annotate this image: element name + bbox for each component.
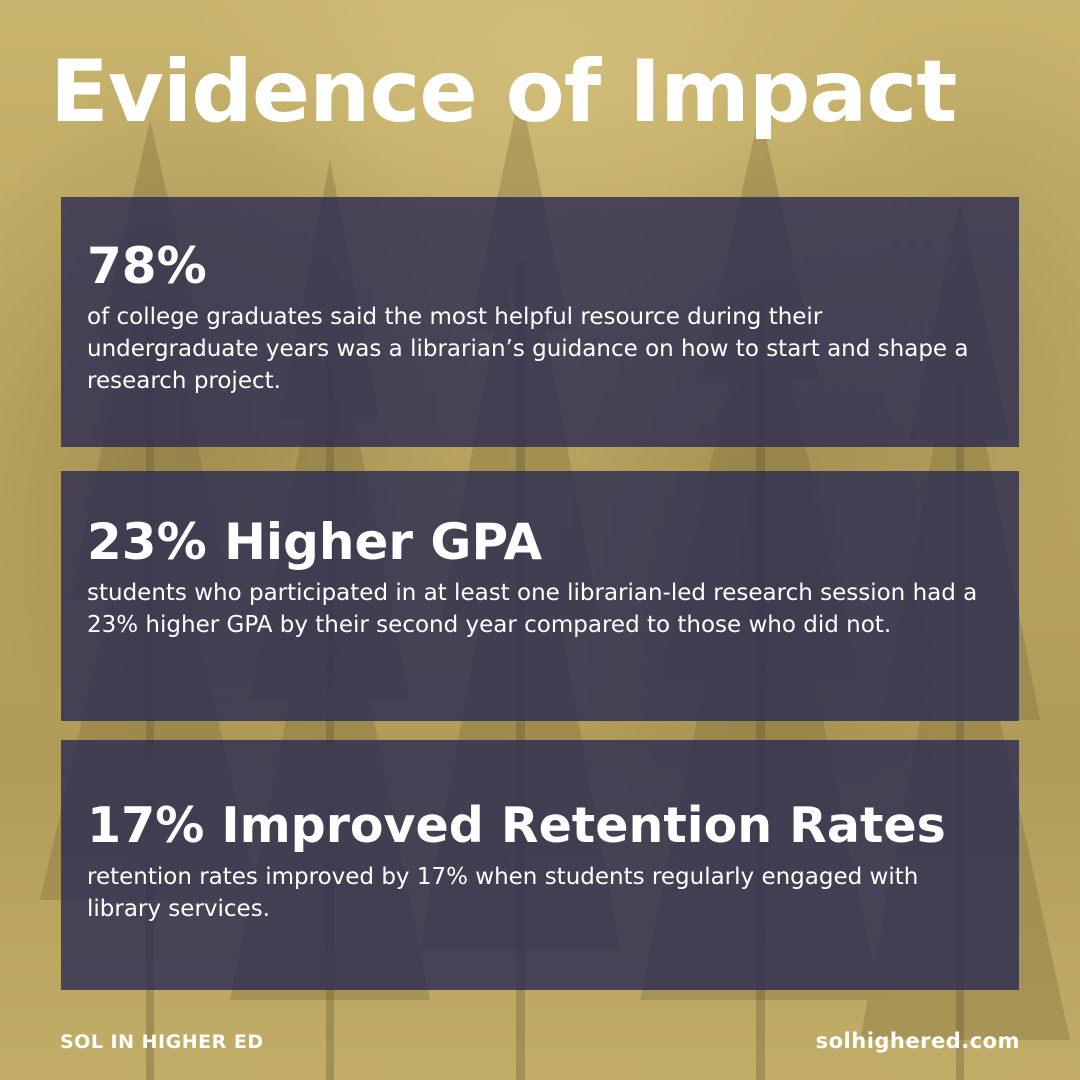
stat-card-gpa: 23% Higher GPA students who participated… <box>61 471 1019 721</box>
brand-label: SOL IN HIGHER ED <box>60 1031 264 1053</box>
page-title: Evidence of Impact <box>50 42 957 142</box>
stat-card-graduates: 78% of college graduates said the most h… <box>61 197 1019 447</box>
stat-headline: 78% <box>87 237 207 295</box>
stat-headline: 23% Higher GPA <box>87 513 543 571</box>
stat-card-retention: 17% Improved Retention Rates retention r… <box>61 740 1019 990</box>
stat-description: students who participated in at least on… <box>87 580 978 638</box>
stat-description: retention rates improved by 17% when stu… <box>87 864 919 922</box>
stat-description: of college graduates said the most helpf… <box>87 304 969 394</box>
stat-headline: 17% Improved Retention Rates <box>87 797 946 854</box>
website-link[interactable]: solhighered.com <box>815 1029 1020 1053</box>
